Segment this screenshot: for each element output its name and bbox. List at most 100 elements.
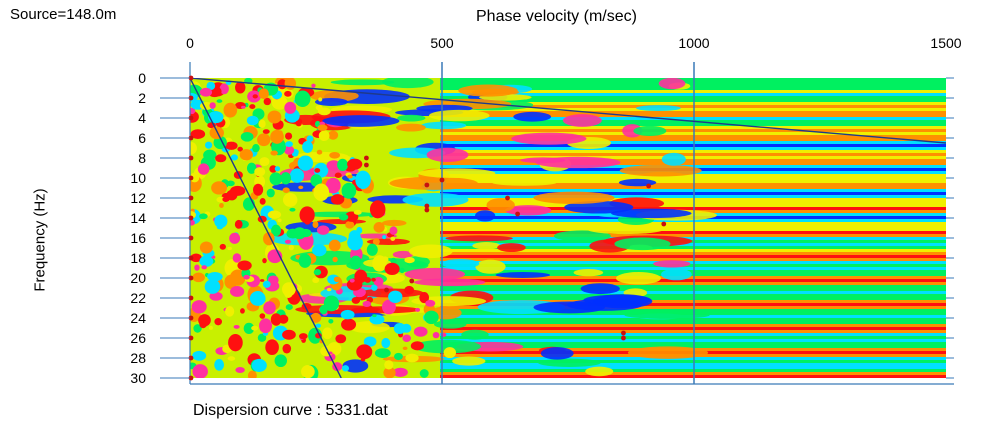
y-tick-label: 22 [130, 290, 146, 306]
speckle [393, 323, 406, 335]
heatmap-blob [392, 250, 414, 259]
speckle [415, 307, 421, 312]
heatmap-band [440, 327, 946, 331]
axis-marker [188, 355, 194, 361]
x-axis-ticks: 0 500 1000 1500 [186, 35, 962, 51]
speckle [199, 87, 213, 97]
speckle [215, 154, 227, 163]
speckle [285, 304, 293, 311]
speckle [392, 367, 408, 377]
heatmap-band [440, 111, 946, 115]
speckle [318, 130, 330, 142]
heatmap-band [440, 294, 946, 298]
speckle [316, 149, 323, 155]
speckle [314, 168, 321, 173]
speckle [259, 313, 266, 319]
picked-point [621, 335, 626, 341]
speckle [284, 90, 292, 97]
speckle [298, 185, 304, 190]
heatmap-blob [636, 105, 681, 112]
axis-marker [188, 115, 194, 121]
heatmap-band [440, 261, 946, 265]
heatmap-band [440, 78, 946, 82]
heatmap-blob [397, 114, 426, 122]
speckle [259, 157, 270, 167]
speckle [289, 207, 296, 212]
heatmap-band [440, 300, 946, 304]
speckle [369, 314, 385, 325]
speckle [373, 222, 385, 233]
x-tick-label: 1500 [930, 35, 961, 51]
speckle [223, 102, 238, 118]
speckle [230, 154, 238, 161]
heatmap-blob [492, 179, 557, 186]
speckle [224, 274, 238, 289]
heatmap-band [440, 357, 946, 361]
heatmap-band [440, 150, 946, 154]
heatmap-blob [389, 176, 478, 190]
speckle [197, 163, 210, 175]
heatmap-band [440, 345, 946, 349]
speckle [267, 275, 279, 285]
speckle [419, 291, 430, 304]
speckle [234, 219, 243, 229]
heatmap-blob [533, 191, 615, 204]
speckle [262, 280, 271, 288]
speckle [363, 336, 377, 347]
speckle [232, 253, 242, 263]
heatmap-band [440, 126, 946, 130]
speckle [313, 183, 330, 201]
heatmap-band [440, 225, 946, 229]
heatmap-band [440, 135, 946, 139]
speckle [345, 221, 355, 229]
heatmap-band [440, 255, 946, 259]
speckle [318, 97, 323, 102]
speckle [243, 322, 255, 335]
speckle [323, 295, 340, 312]
speckle [208, 325, 213, 330]
speckle [227, 356, 236, 361]
speckle [257, 333, 267, 342]
heatmap-band [440, 132, 946, 136]
speckle [326, 160, 341, 171]
speckle [349, 278, 355, 283]
speckle [312, 221, 319, 228]
speckle [284, 239, 291, 244]
heatmap-blob [322, 115, 400, 127]
speckle [191, 300, 207, 314]
speckle [388, 290, 403, 303]
y-tick-label: 30 [130, 370, 146, 386]
heatmap-blob [396, 123, 426, 132]
speckle [262, 129, 270, 134]
speckle [424, 310, 439, 325]
heatmap-blob [475, 259, 506, 274]
speckle [284, 78, 297, 90]
heatmap-band [440, 231, 946, 235]
heatmap-band [440, 141, 946, 145]
heatmap-blob [587, 224, 664, 235]
speckle [259, 279, 265, 282]
y-tick-label: 18 [130, 250, 146, 266]
heatmap-band [440, 117, 946, 121]
heatmap-band [440, 303, 946, 307]
heatmap-band [440, 87, 946, 91]
picked-point [424, 182, 430, 188]
speckle [299, 228, 312, 238]
speckle [374, 348, 391, 358]
picked-point [424, 203, 430, 209]
speckle [192, 272, 205, 283]
speckle [289, 168, 305, 183]
speckle [425, 299, 436, 307]
speckle [294, 90, 311, 107]
speckle [282, 187, 290, 193]
heatmap-band [440, 288, 946, 292]
heatmap-band [440, 186, 946, 190]
speckle [235, 81, 246, 94]
speckle [333, 276, 341, 283]
speckle [258, 119, 266, 129]
heatmap-band [440, 309, 946, 313]
heatmap-blob [661, 152, 686, 166]
picked-point [621, 330, 626, 336]
speckle [263, 301, 276, 315]
heatmap-band [440, 102, 946, 106]
